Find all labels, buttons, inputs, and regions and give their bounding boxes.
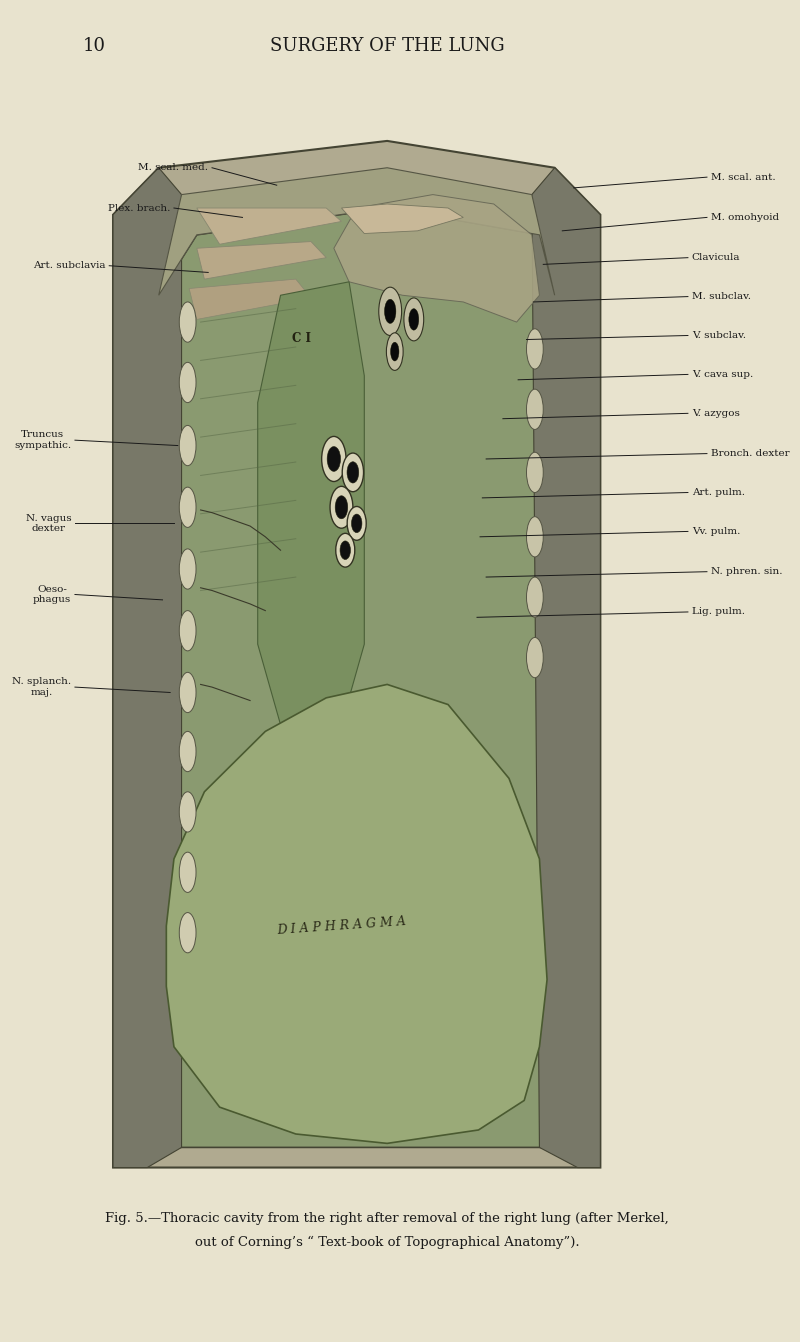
- Polygon shape: [532, 168, 600, 1168]
- Ellipse shape: [179, 302, 196, 342]
- Ellipse shape: [386, 333, 403, 370]
- Text: Clavicula: Clavicula: [692, 254, 740, 262]
- Ellipse shape: [179, 549, 196, 589]
- Ellipse shape: [526, 452, 543, 493]
- Ellipse shape: [526, 517, 543, 557]
- Polygon shape: [158, 168, 554, 295]
- Text: 10: 10: [82, 36, 106, 55]
- Ellipse shape: [390, 342, 399, 361]
- Ellipse shape: [526, 329, 543, 369]
- Text: N. vagus
dexter: N. vagus dexter: [26, 514, 71, 533]
- Ellipse shape: [179, 792, 196, 832]
- Ellipse shape: [526, 577, 543, 617]
- Polygon shape: [189, 279, 311, 319]
- Ellipse shape: [526, 637, 543, 678]
- Text: N. phren. sin.: N. phren. sin.: [710, 568, 782, 576]
- Ellipse shape: [179, 487, 196, 527]
- Text: out of Corning’s “ Text-book of Topographical Anatomy”).: out of Corning’s “ Text-book of Topograp…: [195, 1236, 579, 1249]
- Ellipse shape: [330, 486, 353, 529]
- Polygon shape: [158, 208, 554, 1147]
- Ellipse shape: [335, 495, 348, 519]
- Text: C I: C I: [292, 331, 311, 345]
- Text: Bronch. dexter: Bronch. dexter: [710, 450, 790, 458]
- Ellipse shape: [378, 287, 402, 336]
- Text: M. subclav.: M. subclav.: [692, 293, 750, 301]
- Text: M. scal. med.: M. scal. med.: [138, 164, 208, 172]
- Ellipse shape: [342, 454, 363, 491]
- Polygon shape: [197, 208, 342, 244]
- Ellipse shape: [409, 309, 418, 330]
- Ellipse shape: [179, 672, 196, 713]
- Polygon shape: [113, 168, 182, 1168]
- Text: Vv. pulm.: Vv. pulm.: [692, 527, 740, 535]
- Text: Fig. 5.—Thoracic cavity from the right after removal of the right lung (after Me: Fig. 5.—Thoracic cavity from the right a…: [106, 1212, 669, 1225]
- Text: Truncus
sympathic.: Truncus sympathic.: [14, 431, 71, 450]
- Ellipse shape: [385, 299, 396, 323]
- Ellipse shape: [327, 447, 341, 471]
- Ellipse shape: [179, 913, 196, 953]
- Text: M. omohyoid: M. omohyoid: [710, 213, 779, 221]
- Polygon shape: [166, 684, 547, 1143]
- Text: D I A P H R A G M A: D I A P H R A G M A: [277, 915, 406, 937]
- Text: Plex. brach.: Plex. brach.: [108, 204, 170, 212]
- Text: V. subclav.: V. subclav.: [692, 331, 746, 340]
- Ellipse shape: [340, 541, 350, 560]
- Text: Art. subclavia: Art. subclavia: [33, 262, 106, 270]
- Ellipse shape: [336, 533, 354, 568]
- Text: SURGERY OF THE LUNG: SURGERY OF THE LUNG: [270, 36, 505, 55]
- Text: Oeso-
phagus: Oeso- phagus: [33, 585, 71, 604]
- Text: V. azygos: V. azygos: [692, 409, 740, 417]
- Ellipse shape: [179, 362, 196, 403]
- Ellipse shape: [347, 462, 358, 483]
- Ellipse shape: [179, 611, 196, 651]
- Polygon shape: [334, 195, 539, 322]
- Ellipse shape: [179, 731, 196, 772]
- Ellipse shape: [404, 298, 424, 341]
- Text: M. scal. ant.: M. scal. ant.: [710, 173, 775, 181]
- Ellipse shape: [179, 852, 196, 892]
- Text: Lig. pulm.: Lig. pulm.: [692, 608, 745, 616]
- Text: V. cava sup.: V. cava sup.: [692, 370, 753, 378]
- Text: Art. pulm.: Art. pulm.: [692, 488, 745, 497]
- Polygon shape: [258, 282, 364, 752]
- Polygon shape: [197, 242, 326, 279]
- Polygon shape: [342, 204, 463, 234]
- Ellipse shape: [179, 425, 196, 466]
- Text: N. splanch.
maj.: N. splanch. maj.: [12, 678, 71, 696]
- Ellipse shape: [526, 389, 543, 429]
- Polygon shape: [113, 141, 600, 1168]
- Ellipse shape: [347, 506, 366, 541]
- Ellipse shape: [322, 436, 346, 482]
- Ellipse shape: [351, 514, 362, 533]
